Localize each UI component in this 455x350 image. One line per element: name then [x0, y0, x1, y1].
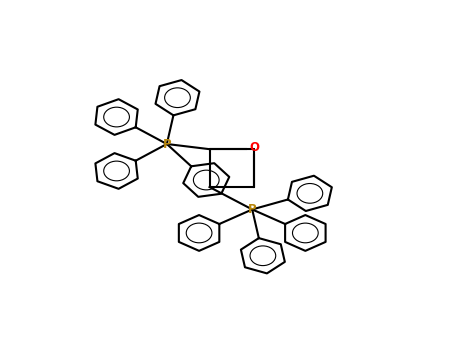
Text: P: P: [162, 138, 171, 150]
Text: P: P: [248, 203, 257, 216]
Text: O: O: [249, 141, 259, 154]
